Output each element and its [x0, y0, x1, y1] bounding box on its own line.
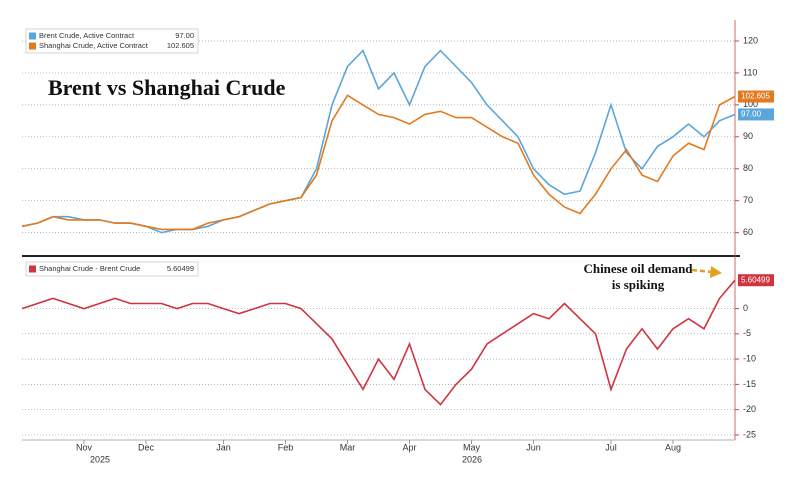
x-year-label: 2026 [462, 454, 482, 464]
x-year-label: 2025 [90, 454, 110, 464]
y-tick-label: 80 [743, 163, 753, 173]
y-tick-label: -10 [743, 353, 756, 363]
annotation: is spiking [612, 277, 665, 292]
y-tick-label: 90 [743, 131, 753, 141]
x-tick-label: Apr [402, 442, 416, 452]
last-value-label: 5.60499 [741, 275, 770, 284]
y-tick-label: 110 [743, 67, 757, 77]
x-tick-label: Jan [216, 442, 231, 452]
chart-title: Brent vs Shanghai Crude [48, 75, 286, 100]
legend-box [25, 261, 199, 277]
series-line [21, 279, 736, 406]
x-tick-label: Jul [605, 442, 617, 452]
x-tick-label: Feb [278, 442, 294, 452]
y-tick-label: 0 [743, 303, 748, 313]
last-value-box [738, 108, 774, 121]
legend-value: 5.60499 [167, 264, 194, 273]
x-tick-label: Aug [665, 442, 681, 452]
legend-label: Shanghai Crude - Brent Crude [39, 264, 140, 273]
last-value-box [738, 90, 774, 103]
y-tick-label: 120 [743, 35, 758, 45]
legend-box [25, 28, 199, 54]
annotation-arrow [691, 268, 713, 274]
last-value-label: 97.00 [741, 110, 762, 119]
y-tick-label: 70 [743, 195, 753, 205]
y-tick-label: -5 [743, 328, 751, 338]
legend-swatch [29, 32, 36, 40]
legend-value: 102.605 [167, 41, 194, 50]
legend-swatch [29, 42, 36, 50]
y-tick-label: -20 [743, 404, 756, 414]
series-line [21, 94, 736, 231]
x-tick-label: Jun [526, 442, 541, 452]
annotation: Chinese oil demand [583, 261, 693, 276]
x-tick-label: Mar [340, 442, 356, 452]
x-tick-label: Dec [138, 442, 155, 452]
x-tick-label: May [463, 442, 481, 452]
last-value-label: 102.605 [741, 92, 770, 101]
legend-label: Brent Crude, Active Contract [39, 31, 135, 40]
x-tick-label: Nov [76, 442, 93, 452]
legend-label: Shanghai Crude, Active Contract [39, 41, 149, 50]
annotation-arrowhead [710, 266, 722, 278]
y-tick-label: 100 [743, 99, 758, 109]
legend-value: 97.00 [175, 31, 194, 40]
y-tick-label: -15 [743, 379, 756, 389]
legend-swatch [29, 265, 36, 273]
y-tick-label: 60 [743, 227, 753, 237]
y-tick-label: -25 [743, 429, 756, 439]
last-value-box [738, 274, 774, 287]
